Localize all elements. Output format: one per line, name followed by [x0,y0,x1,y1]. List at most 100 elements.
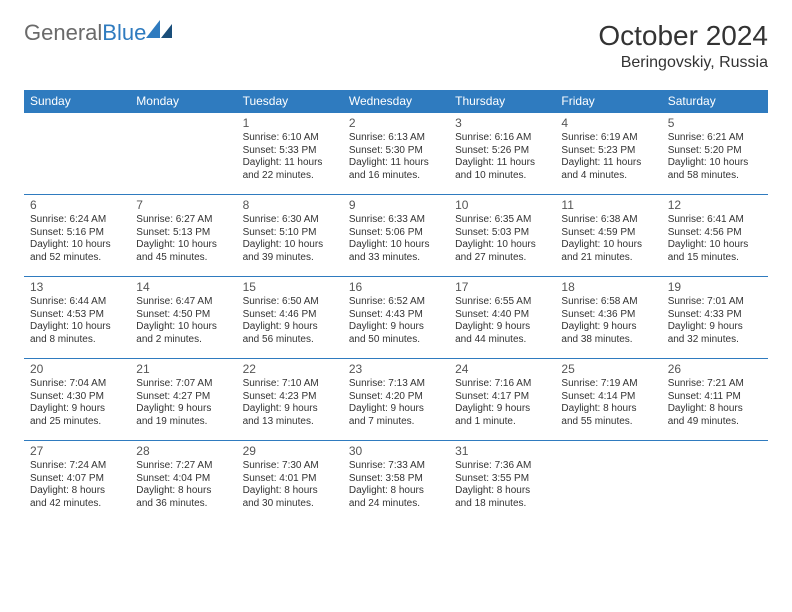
cell-sunset: Sunset: 4:46 PM [243,309,337,322]
cell-daylight2: and 22 minutes. [243,170,337,183]
cell-daylight1: Daylight: 10 hours [30,321,124,334]
cell-daylight2: and 33 minutes. [349,252,443,265]
cell-sunrise: Sunrise: 7:21 AM [668,378,762,391]
day-number: 28 [136,444,230,459]
calendar-cell: 18Sunrise: 6:58 AMSunset: 4:36 PMDayligh… [555,277,661,359]
calendar-cell: 12Sunrise: 6:41 AMSunset: 4:56 PMDayligh… [662,195,768,277]
calendar-cell: 20Sunrise: 7:04 AMSunset: 4:30 PMDayligh… [24,359,130,441]
logo-text: GeneralBlue [24,20,146,46]
cell-sunset: Sunset: 5:20 PM [668,145,762,158]
cell-daylight2: and 10 minutes. [455,170,549,183]
day-number: 6 [30,198,124,213]
cell-sunset: Sunset: 5:30 PM [349,145,443,158]
day-number: 14 [136,280,230,295]
cell-daylight2: and 39 minutes. [243,252,337,265]
cell-sunrise: Sunrise: 7:16 AM [455,378,549,391]
cell-sunrise: Sunrise: 7:36 AM [455,460,549,473]
day-number: 8 [243,198,337,213]
cell-daylight1: Daylight: 8 hours [136,485,230,498]
cell-daylight2: and 19 minutes. [136,416,230,429]
cell-sunrise: Sunrise: 7:01 AM [668,296,762,309]
cell-sunrise: Sunrise: 7:10 AM [243,378,337,391]
cell-daylight2: and 27 minutes. [455,252,549,265]
cell-daylight1: Daylight: 10 hours [668,157,762,170]
day-number: 23 [349,362,443,377]
cell-daylight1: Daylight: 8 hours [30,485,124,498]
day-number: 15 [243,280,337,295]
cell-daylight1: Daylight: 10 hours [455,239,549,252]
cell-sunrise: Sunrise: 6:19 AM [561,132,655,145]
calendar-cell: 5Sunrise: 6:21 AMSunset: 5:20 PMDaylight… [662,113,768,195]
day-number: 19 [668,280,762,295]
calendar-cell: 30Sunrise: 7:33 AMSunset: 3:58 PMDayligh… [343,441,449,523]
cell-daylight1: Daylight: 8 hours [668,403,762,416]
day-number: 21 [136,362,230,377]
cell-sunset: Sunset: 5:33 PM [243,145,337,158]
cell-daylight2: and 36 minutes. [136,498,230,511]
cell-daylight1: Daylight: 11 hours [243,157,337,170]
cell-sunrise: Sunrise: 6:58 AM [561,296,655,309]
cell-sunrise: Sunrise: 7:04 AM [30,378,124,391]
cell-daylight2: and 8 minutes. [30,334,124,347]
cell-daylight2: and 32 minutes. [668,334,762,347]
cell-sunrise: Sunrise: 6:13 AM [349,132,443,145]
calendar-cell [555,441,661,523]
logo: GeneralBlue [24,20,172,46]
cell-daylight2: and 38 minutes. [561,334,655,347]
cell-daylight2: and 18 minutes. [455,498,549,511]
cell-sunset: Sunset: 4:27 PM [136,391,230,404]
cell-daylight2: and 30 minutes. [243,498,337,511]
calendar-cell: 3Sunrise: 6:16 AMSunset: 5:26 PMDaylight… [449,113,555,195]
cell-sunrise: Sunrise: 6:27 AM [136,214,230,227]
cell-sunset: Sunset: 4:59 PM [561,227,655,240]
cell-daylight1: Daylight: 10 hours [349,239,443,252]
cell-sunrise: Sunrise: 6:38 AM [561,214,655,227]
cell-sunset: Sunset: 4:40 PM [455,309,549,322]
cell-sunrise: Sunrise: 6:21 AM [668,132,762,145]
day-number: 12 [668,198,762,213]
cell-daylight1: Daylight: 10 hours [136,239,230,252]
cell-sunrise: Sunrise: 7:24 AM [30,460,124,473]
day-number: 31 [455,444,549,459]
cell-sunrise: Sunrise: 6:47 AM [136,296,230,309]
cell-daylight1: Daylight: 9 hours [349,403,443,416]
header: GeneralBlue October 2024 Beringovskiy, R… [24,20,768,72]
day-number: 3 [455,116,549,131]
day-number: 25 [561,362,655,377]
calendar-cell: 11Sunrise: 6:38 AMSunset: 4:59 PMDayligh… [555,195,661,277]
cell-daylight1: Daylight: 9 hours [455,321,549,334]
cell-daylight2: and 7 minutes. [349,416,443,429]
cell-sunrise: Sunrise: 6:35 AM [455,214,549,227]
calendar-cell: 6Sunrise: 6:24 AMSunset: 5:16 PMDaylight… [24,195,130,277]
cell-daylight1: Daylight: 10 hours [243,239,337,252]
cell-daylight2: and 55 minutes. [561,416,655,429]
cell-daylight2: and 44 minutes. [455,334,549,347]
cell-daylight1: Daylight: 9 hours [30,403,124,416]
cell-daylight2: and 24 minutes. [349,498,443,511]
cell-sunset: Sunset: 4:14 PM [561,391,655,404]
cell-sunrise: Sunrise: 6:41 AM [668,214,762,227]
cell-daylight1: Daylight: 11 hours [561,157,655,170]
calendar-cell: 27Sunrise: 7:24 AMSunset: 4:07 PMDayligh… [24,441,130,523]
cell-daylight1: Daylight: 8 hours [243,485,337,498]
logo-part1: General [24,20,102,45]
cell-sunrise: Sunrise: 6:44 AM [30,296,124,309]
day-number: 24 [455,362,549,377]
cell-daylight1: Daylight: 9 hours [243,403,337,416]
calendar-row: 20Sunrise: 7:04 AMSunset: 4:30 PMDayligh… [24,359,768,441]
cell-daylight2: and 4 minutes. [561,170,655,183]
cell-daylight2: and 42 minutes. [30,498,124,511]
calendar-cell: 8Sunrise: 6:30 AMSunset: 5:10 PMDaylight… [237,195,343,277]
month-title: October 2024 [598,20,768,52]
sail-icon [146,20,172,38]
cell-daylight2: and 1 minute. [455,416,549,429]
cell-sunrise: Sunrise: 6:30 AM [243,214,337,227]
cell-sunset: Sunset: 4:17 PM [455,391,549,404]
cell-sunset: Sunset: 4:56 PM [668,227,762,240]
cell-daylight1: Daylight: 10 hours [30,239,124,252]
weekday-header: Tuesday [237,90,343,113]
cell-sunrise: Sunrise: 7:13 AM [349,378,443,391]
cell-sunset: Sunset: 3:58 PM [349,473,443,486]
cell-daylight2: and 45 minutes. [136,252,230,265]
day-number: 27 [30,444,124,459]
